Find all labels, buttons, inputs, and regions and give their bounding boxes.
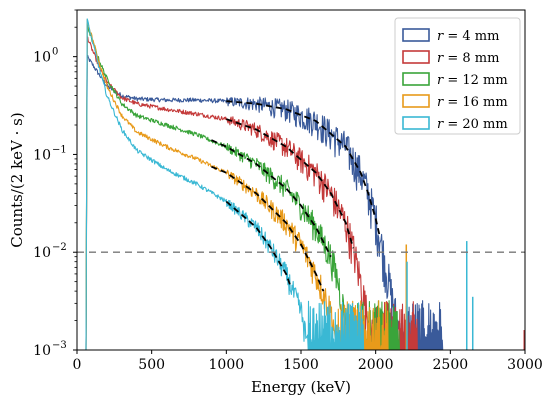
legend-label-3: r = 12 mm [437,73,508,88]
legend-value: = 20 mm [443,117,508,132]
legend-value: = 12 mm [443,73,508,88]
y-tick-exponent-1: −2 [52,242,67,253]
fit-line-4 [211,165,325,292]
y-tick-exponent-2: −1 [52,144,67,155]
legend-swatch-5 [402,116,430,130]
x-axis-label: Energy (keV) [251,378,351,396]
legend-value: = 16 mm [443,95,508,110]
legend-swatch-1 [402,28,430,42]
legend-symbol: r [437,117,444,132]
legend-symbol: r [437,29,444,44]
legend-swatch-3 [402,72,430,86]
fit-line-1 [226,100,381,239]
legend-value: = 4 mm [443,29,499,44]
y-tick-exponent-3: 0 [52,47,58,58]
legend-value: = 8 mm [443,51,499,66]
x-tick-label-2000: 2000 [358,357,394,373]
x-tick-label-0: 0 [73,357,82,373]
legend-label-4: r = 16 mm [437,95,508,110]
y-tick-label-2: 10 [33,147,51,163]
x-tick-label-1500: 1500 [283,357,319,373]
legend-swatch-2 [402,50,430,64]
x-tick-label-2500: 2500 [433,357,469,373]
y-axis-label: Counts/(2 keV · s) [8,112,26,247]
legend-label-1: r = 4 mm [437,29,499,44]
legend-symbol: r [437,51,444,66]
legend-symbol: r [437,95,444,110]
y-tick-label-0: 10 [33,343,51,359]
y-tick-exponent-0: −3 [52,340,67,351]
legend-swatch-4 [402,94,430,108]
legend-symbol: r [437,73,444,88]
fit-line-2 [226,118,355,249]
legend-label-5: r = 20 mm [437,117,508,132]
legend-label-2: r = 8 mm [437,51,499,66]
x-tick-label-1000: 1000 [209,357,245,373]
x-tick-label-500: 500 [138,357,165,373]
y-tick-label-3: 10 [33,50,51,66]
y-tick-label-1: 10 [33,245,51,261]
fit-line-5 [225,200,292,287]
series-line-5 [85,18,365,351]
legend: r = 4 mmr = 8 mmr = 12 mmr = 16 mmr = 20… [394,17,521,135]
x-tick-label-3000: 3000 [507,357,543,373]
